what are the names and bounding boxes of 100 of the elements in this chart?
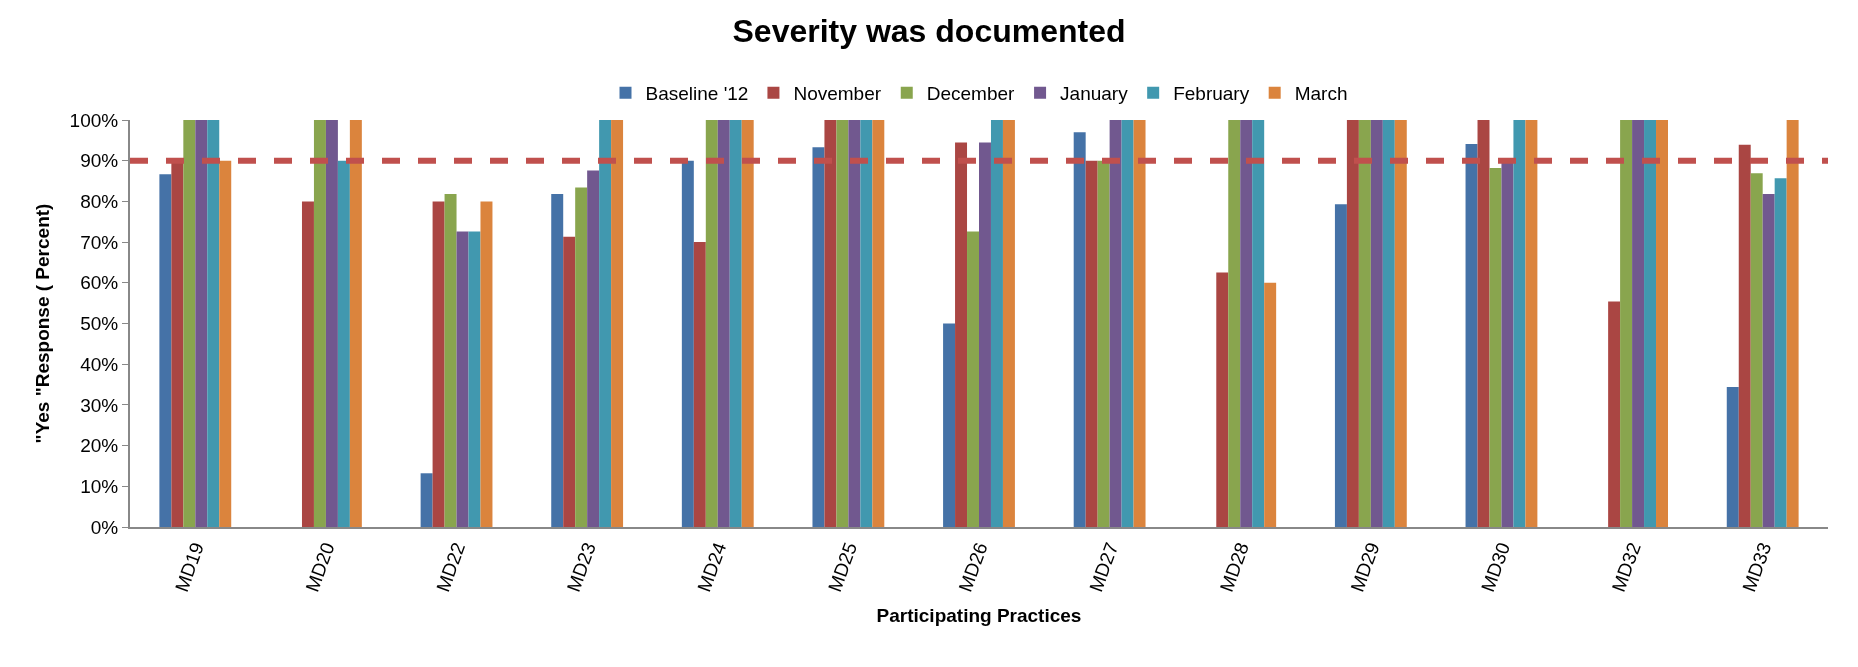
bar	[1240, 120, 1253, 527]
bar	[1750, 173, 1763, 527]
bar	[1738, 144, 1751, 527]
bar	[729, 120, 742, 527]
bar	[836, 120, 849, 527]
legend-label: December	[926, 83, 1016, 105]
bar	[1656, 120, 1668, 527]
bar	[183, 120, 196, 527]
bar	[207, 120, 220, 527]
legend-label: Baseline '12	[645, 83, 749, 105]
bar	[1085, 160, 1098, 527]
bar	[1216, 272, 1229, 527]
bar	[325, 120, 338, 527]
x-tick-label: MD22	[432, 539, 470, 595]
bar	[1109, 120, 1122, 527]
bar	[1525, 120, 1538, 527]
bar	[955, 142, 968, 527]
bar	[705, 120, 718, 527]
bar	[349, 120, 362, 527]
bar	[159, 174, 172, 527]
legend-label: November	[793, 83, 882, 105]
bar	[1762, 194, 1775, 527]
bar	[967, 231, 979, 527]
x-axis-title: Participating Practices	[876, 604, 1082, 626]
x-tick-label: MD30	[1477, 539, 1515, 595]
bar	[444, 194, 457, 527]
y-tick-label: 20%	[80, 435, 119, 457]
bar	[943, 323, 956, 527]
bar	[1133, 120, 1146, 527]
bar	[1513, 120, 1526, 527]
y-tick-label: 50%	[80, 313, 119, 335]
bar	[468, 231, 481, 527]
bar	[599, 120, 612, 527]
bar	[848, 120, 861, 527]
bar	[1097, 160, 1110, 527]
bar	[1002, 120, 1015, 527]
bar	[195, 120, 208, 527]
x-tick-label: MD23	[562, 539, 600, 595]
x-tick-label: MD32	[1607, 539, 1645, 595]
x-tick-label: MD19	[170, 539, 208, 595]
bar	[1608, 301, 1621, 527]
bar	[575, 187, 588, 527]
legend-label: February	[1173, 83, 1250, 105]
bar	[1465, 144, 1478, 527]
bar	[551, 194, 564, 527]
bar	[1489, 168, 1502, 527]
bar	[1382, 120, 1395, 527]
bar	[1620, 120, 1633, 527]
bar	[587, 170, 600, 527]
bar	[812, 147, 825, 527]
bar	[219, 160, 232, 527]
bar	[717, 120, 730, 527]
bar	[693, 242, 706, 527]
bar	[563, 236, 576, 527]
bar	[1774, 178, 1787, 527]
y-tick-label: 0%	[90, 516, 119, 538]
bar	[1358, 120, 1371, 527]
bar	[1073, 132, 1086, 527]
y-tick-label: 40%	[80, 353, 119, 375]
y-tick-label: 80%	[80, 191, 119, 213]
bar	[1477, 120, 1490, 527]
bar	[1346, 120, 1359, 527]
chart-title: Severity was documented	[732, 13, 1126, 50]
legend-label: January	[1060, 83, 1129, 105]
bar	[741, 120, 754, 527]
y-tick-label: 30%	[80, 394, 119, 416]
bar	[611, 120, 624, 527]
bar	[1632, 120, 1645, 527]
bar	[1726, 386, 1739, 527]
y-tick-label: 10%	[80, 475, 119, 497]
bar	[824, 120, 837, 527]
bar	[337, 160, 350, 527]
x-tick-label: MD20	[301, 539, 339, 595]
x-tick-label: MD24	[693, 539, 731, 595]
bar	[990, 120, 1003, 527]
bar	[860, 120, 873, 527]
bar	[1394, 120, 1407, 527]
bar	[432, 201, 445, 527]
bar	[1786, 120, 1799, 527]
bar	[1334, 204, 1347, 527]
y-tick-label: 60%	[80, 272, 119, 294]
y-axis-title: "Yes "Response ( Percent)	[31, 203, 53, 444]
bar	[301, 201, 314, 527]
y-tick-label: 70%	[80, 231, 119, 253]
x-tick-label: MD28	[1215, 539, 1253, 595]
x-tick-label: MD27	[1085, 539, 1123, 595]
y-tick-label: 90%	[80, 150, 119, 172]
bar	[420, 473, 433, 527]
x-tick-label: MD25	[824, 539, 862, 595]
bar	[1228, 120, 1241, 527]
bar	[872, 120, 885, 527]
bar	[313, 120, 326, 527]
y-tick-label: 100%	[69, 109, 119, 131]
bar	[480, 201, 493, 527]
x-tick-label: MD29	[1346, 539, 1384, 595]
bar	[456, 231, 469, 527]
legend-label: March	[1294, 83, 1348, 105]
bar	[1644, 120, 1657, 527]
bar	[1264, 282, 1277, 527]
x-tick-label: MD26	[954, 539, 992, 595]
